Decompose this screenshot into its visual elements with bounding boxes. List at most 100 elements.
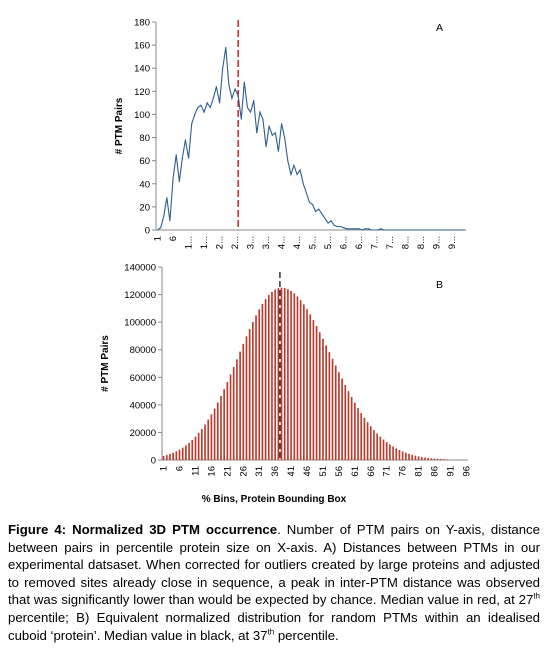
- bar-b: [299, 300, 302, 460]
- y-tick-label-a: 80: [139, 133, 150, 144]
- data-point-a: [377, 229, 379, 231]
- x-tick-label-a: 1...: [199, 236, 210, 249]
- y-tick-label-b: 40000: [130, 400, 156, 411]
- chart-b: 0 20000 40000 60000 80000 100000 120000 140000 1…: [100, 263, 472, 477]
- data-point-a: [349, 228, 351, 230]
- bar-b: [395, 448, 398, 460]
- bar-b: [185, 445, 187, 460]
- bar-b: [267, 295, 270, 460]
- bar-b: [414, 455, 417, 460]
- bar-b: [341, 378, 343, 460]
- bar-b: [162, 455, 165, 460]
- y-tick-label-a: 0: [145, 226, 150, 237]
- bar-b: [354, 402, 356, 460]
- data-point-a: [343, 227, 345, 229]
- panel-label-a: A: [436, 22, 443, 34]
- y-axis-title-a: # PTM Pairs: [114, 97, 125, 154]
- bar-b: [181, 447, 184, 460]
- data-point-a: [293, 164, 295, 166]
- data-point-a: [246, 106, 248, 109]
- y-tick-label-a: 40: [139, 179, 150, 190]
- data-point-a: [268, 125, 270, 127]
- bar-b: [261, 303, 264, 460]
- x-tick-label-b: 51: [318, 466, 329, 477]
- x-tick-label-b: 66: [366, 466, 377, 477]
- x-tick-label-b: 81: [414, 466, 425, 477]
- y-tick-label-b: 60000: [130, 373, 156, 384]
- bar-b: [322, 338, 324, 460]
- bar-b: [201, 428, 203, 460]
- bar-b: [191, 439, 194, 460]
- data-point-a: [333, 224, 335, 226]
- x-tick-label-a: 9...: [447, 236, 458, 249]
- caption-sup-2: th: [267, 627, 275, 637]
- bar-b: [280, 287, 283, 460]
- bar-b: [229, 374, 232, 460]
- x-tick-label-a: 8...: [401, 236, 412, 249]
- bar-b: [312, 320, 315, 460]
- bar-b: [220, 395, 222, 460]
- data-point-a: [432, 229, 435, 231]
- data-point-a: [408, 229, 410, 231]
- data-point-a: [296, 173, 298, 176]
- data-point-a: [160, 227, 162, 229]
- bar-b: [172, 452, 174, 460]
- x-tick-label-a: 9...: [432, 236, 443, 249]
- x-tick-label-b: 36: [270, 466, 281, 477]
- data-point-a: [206, 102, 208, 104]
- x-tick-label-a: 5...: [323, 236, 334, 249]
- bar-b: [293, 293, 296, 460]
- data-point-a: [256, 132, 258, 134]
- bar-b: [239, 351, 241, 460]
- bar-b: [290, 290, 292, 460]
- bar-b: [309, 314, 312, 460]
- x-tick-label-a: 2...: [230, 236, 241, 249]
- bar-b: [382, 439, 385, 460]
- bar-b: [210, 414, 213, 460]
- data-point-a: [374, 229, 376, 231]
- y-tick-label-a: 100: [134, 110, 150, 121]
- bar-b: [245, 336, 248, 460]
- x-tick-label-b: 96: [461, 466, 472, 477]
- data-point-a: [228, 83, 230, 85]
- data-point-a: [457, 229, 459, 231]
- bar-b: [443, 459, 445, 460]
- data-point-a: [259, 111, 261, 113]
- data-point-a: [262, 118, 264, 120]
- bar-b: [427, 457, 429, 460]
- x-tick-label-b: 6: [175, 466, 186, 471]
- bar-b: [252, 322, 254, 460]
- caption-sup-1: th: [533, 591, 540, 601]
- data-point-a: [370, 229, 373, 231]
- data-point-a: [166, 197, 168, 199]
- y-tick-label-b: 140000: [124, 263, 156, 274]
- bar-b: [373, 430, 375, 460]
- bar-b: [401, 451, 404, 460]
- figure-caption: Figure 4: Normalized 3D PTM occurrence. …: [8, 521, 540, 644]
- y-axis-title-b: # PTM Pairs: [100, 335, 111, 392]
- bar-b: [248, 329, 251, 460]
- bar-b: [325, 345, 327, 460]
- x-tick-label-b: 46: [302, 466, 313, 477]
- x-tick-label-a: 7...: [385, 236, 396, 249]
- data-point-a: [184, 139, 186, 141]
- data-point-a: [405, 229, 407, 231]
- x-tick-label-a: 8...: [416, 236, 427, 249]
- data-point-a: [243, 81, 245, 83]
- bar-b: [258, 309, 261, 460]
- bar-b: [338, 372, 340, 460]
- data-point-a: [237, 95, 239, 97]
- data-point-a: [364, 228, 366, 230]
- bar-b: [385, 442, 388, 460]
- bar-b: [411, 454, 414, 460]
- data-point-a: [417, 229, 419, 231]
- y-tick-label-a: 140: [134, 64, 150, 75]
- y-tick-label-b: 20000: [130, 428, 156, 439]
- caption-text-1: . Number of PTM pairs on Y-axis, distanc…: [8, 522, 540, 608]
- x-tick-label-a: 6...: [354, 236, 365, 249]
- bar-b: [188, 442, 190, 460]
- x-tick-label-b: 61: [350, 466, 361, 477]
- bar-b: [194, 436, 197, 460]
- bar-b: [328, 352, 331, 460]
- bar-b: [274, 289, 276, 460]
